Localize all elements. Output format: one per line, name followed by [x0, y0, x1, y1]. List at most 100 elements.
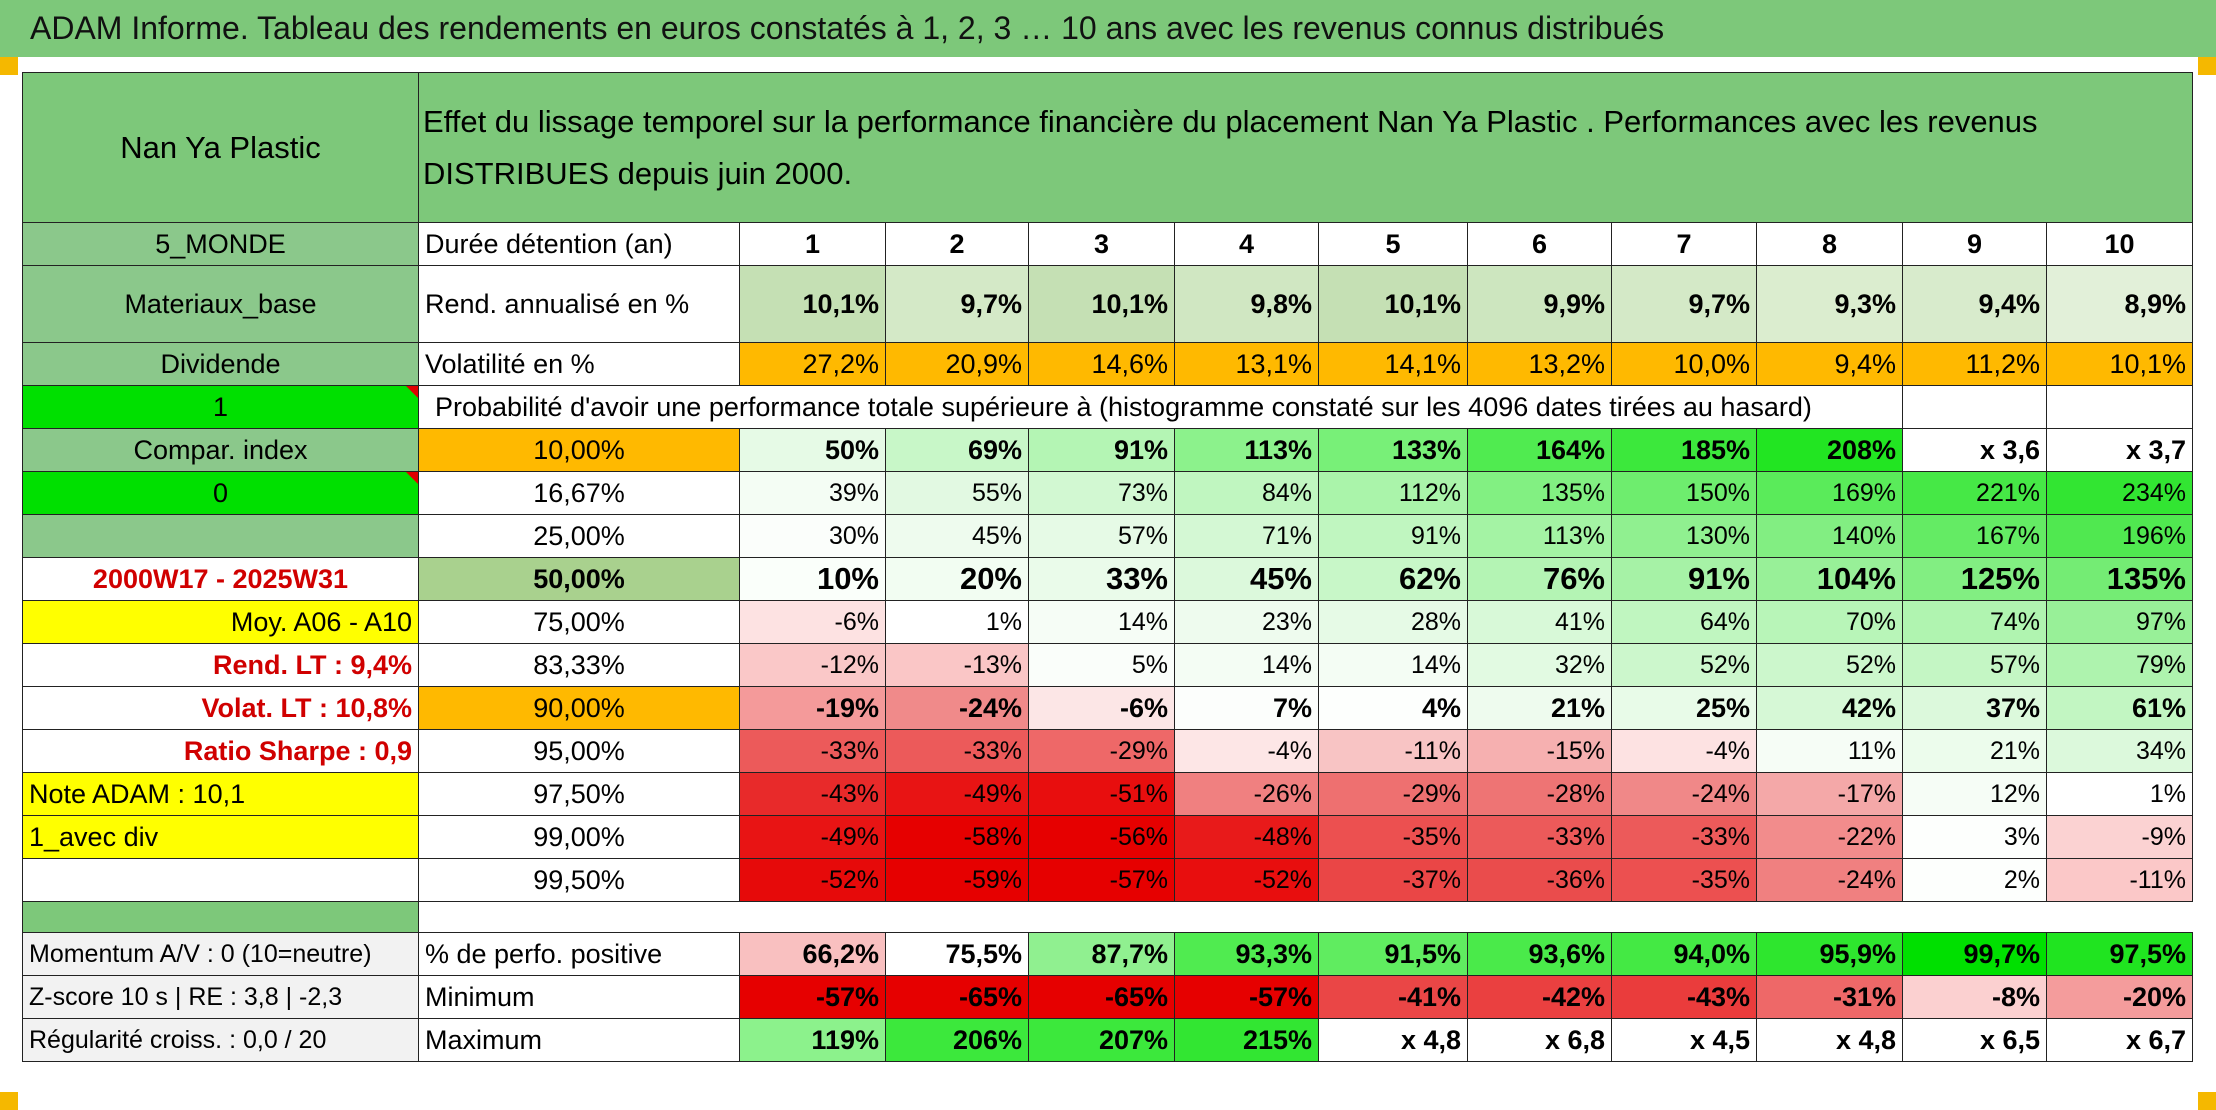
probability-label: Probabilité d'avoir une performance tota… — [418, 385, 1903, 429]
corner-marker — [0, 57, 18, 75]
volatility-cell: 10,0% — [1611, 342, 1757, 386]
performance-cell: 12% — [1902, 772, 2047, 816]
performance-cell: 30% — [739, 514, 886, 558]
performance-cell: 25% — [1611, 686, 1757, 730]
positive-rate-cell: 93,3% — [1174, 932, 1319, 976]
performance-cell: -28% — [1467, 772, 1612, 816]
performance-table: Nan Ya Plastic Effet du lissage temporel… — [22, 72, 2193, 1062]
spacer-cell — [419, 902, 2193, 933]
performance-cell: 185% — [1611, 428, 1757, 472]
volatility-cell: 13,2% — [1467, 342, 1612, 386]
minimum-cell: -57% — [739, 975, 886, 1019]
performance-cell: -22% — [1756, 815, 1903, 859]
probability-threshold: 90,00% — [418, 686, 740, 730]
maximum-label: Maximum — [418, 1018, 740, 1062]
corner-marker — [2198, 57, 2216, 75]
maximum-cell: x 4,8 — [1756, 1018, 1903, 1062]
performance-cell: 167% — [1902, 514, 2047, 558]
performance-cell: 2% — [1902, 858, 2047, 902]
performance-cell: -43% — [739, 772, 886, 816]
annual-return-cell: 9,7% — [885, 265, 1029, 343]
annual-return-cell: 9,4% — [1902, 265, 2047, 343]
minimum-cell: -8% — [1902, 975, 2047, 1019]
regularity-label: Régularité croiss. : 0,0 / 20 — [22, 1018, 419, 1062]
performance-cell: 130% — [1611, 514, 1757, 558]
performance-cell: 50% — [739, 428, 886, 472]
performance-cell: 7% — [1174, 686, 1319, 730]
performance-cell: 76% — [1467, 557, 1612, 601]
positive-rate-label: % de perfo. positive — [418, 932, 740, 976]
maximum-cell: x 6,7 — [2046, 1018, 2193, 1062]
performance-cell: 28% — [1318, 600, 1468, 644]
positive-rate-cell: 94,0% — [1611, 932, 1757, 976]
performance-cell: 169% — [1756, 471, 1903, 515]
year-header: 6 — [1467, 222, 1612, 266]
maximum-cell: x 6,8 — [1467, 1018, 1612, 1062]
performance-cell: -19% — [739, 686, 886, 730]
performance-cell: 112% — [1318, 471, 1468, 515]
adam-score: Note ADAM : 10,1 — [22, 772, 419, 816]
report-title: ADAM Informe. Tableau des rendements en … — [0, 0, 2216, 57]
maximum-cell: 119% — [739, 1018, 886, 1062]
positive-rate-cell: 75,5% — [885, 932, 1029, 976]
positive-rate-cell: 66,2% — [739, 932, 886, 976]
performance-cell: 45% — [1174, 557, 1319, 601]
performance-cell: 14% — [1318, 643, 1468, 687]
performance-cell: 208% — [1756, 428, 1903, 472]
positive-rate-cell: 87,7% — [1028, 932, 1175, 976]
zscore-label: Z-score 10 s | RE : 3,8 | -2,3 — [22, 975, 419, 1019]
performance-cell: 113% — [1174, 428, 1319, 472]
performance-cell: 39% — [739, 471, 886, 515]
positive-rate-cell: 95,9% — [1756, 932, 1903, 976]
duration-label: Durée détention (an) — [418, 222, 740, 266]
performance-cell: 91% — [1318, 514, 1468, 558]
performance-cell: 97% — [2046, 600, 2193, 644]
volatility-cell: 10,1% — [2046, 342, 2193, 386]
performance-cell: 52% — [1756, 643, 1903, 687]
dividend-label: Dividende — [22, 342, 419, 386]
performance-cell: -6% — [1028, 686, 1175, 730]
performance-cell: -36% — [1467, 858, 1612, 902]
minimum-cell: -43% — [1611, 975, 1757, 1019]
performance-cell: -33% — [739, 729, 886, 773]
volatility-cell: 9,4% — [1756, 342, 1903, 386]
performance-cell: 91% — [1028, 428, 1175, 472]
performance-cell: 71% — [1174, 514, 1319, 558]
performance-cell: -57% — [1028, 858, 1175, 902]
performance-cell: 164% — [1467, 428, 1612, 472]
performance-cell: 10% — [739, 557, 886, 601]
performance-cell: 3% — [1902, 815, 2047, 859]
description: Effet du lissage temporel sur la perform… — [418, 72, 2193, 223]
performance-cell: -11% — [2046, 858, 2193, 902]
return-label: Rend. annualisé en % — [418, 265, 740, 343]
probability-threshold: 97,50% — [418, 772, 740, 816]
minimum-cell: -20% — [2046, 975, 2193, 1019]
performance-cell: 11% — [1756, 729, 1903, 773]
performance-cell: 33% — [1028, 557, 1175, 601]
long-term-volatility: Volat. LT : 10,8% — [22, 686, 419, 730]
dividend-mode: 1_avec div — [22, 815, 419, 859]
performance-cell: 32% — [1467, 643, 1612, 687]
performance-cell: 41% — [1467, 600, 1612, 644]
year-header: 1 — [739, 222, 886, 266]
performance-cell: -24% — [885, 686, 1029, 730]
performance-cell: 135% — [1467, 471, 1612, 515]
annual-return-cell: 9,3% — [1756, 265, 1903, 343]
minimum-cell: -57% — [1174, 975, 1319, 1019]
performance-cell: 69% — [885, 428, 1029, 472]
performance-cell: 234% — [2046, 471, 2193, 515]
performance-cell: 125% — [1902, 557, 2047, 601]
performance-cell: -13% — [885, 643, 1029, 687]
performance-cell: -6% — [739, 600, 886, 644]
performance-cell: -26% — [1174, 772, 1319, 816]
empty-left-cell — [22, 858, 419, 902]
performance-cell: -58% — [885, 815, 1029, 859]
performance-cell: -56% — [1028, 815, 1175, 859]
year-header: 5 — [1318, 222, 1468, 266]
performance-cell: 62% — [1318, 557, 1468, 601]
performance-cell: 42% — [1756, 686, 1903, 730]
annual-return-cell: 10,1% — [1318, 265, 1468, 343]
maximum-cell: 206% — [885, 1018, 1029, 1062]
probability-threshold: 10,00% — [418, 428, 740, 472]
volatility-cell: 27,2% — [739, 342, 886, 386]
